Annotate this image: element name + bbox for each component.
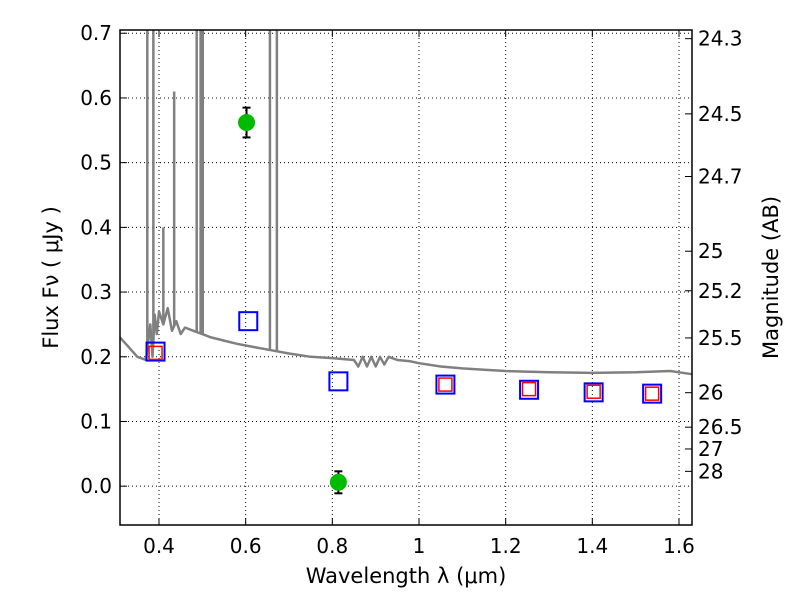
y-tick-label: 0.5 [80, 151, 112, 175]
y2-tick-label: 25.5 [698, 326, 743, 350]
x-tick-label: 0.8 [316, 534, 348, 558]
ticks-layer: 0.4 0.6 0.8 1 1.2 1.4 1.6 0.0 0.1 0.2 0.3 0.4 0.5 0.6… [80, 21, 742, 558]
x-tick-label: 1.6 [663, 534, 695, 558]
markers-layer [145, 106, 663, 495]
x-tick-label: 1.2 [490, 534, 522, 558]
y2-tick-label: 26 [698, 381, 723, 405]
y2-tick-label: 25 [698, 239, 723, 263]
red-square-marker [586, 384, 601, 399]
blue-square-marker [238, 311, 259, 332]
observed-point [238, 106, 256, 139]
y2-tick-label: 25.2 [698, 279, 743, 303]
blue-square-marker [145, 341, 166, 362]
y2-tick-label: 24.3 [698, 27, 743, 51]
observed-marker [238, 114, 256, 132]
blue-square-marker [435, 374, 456, 395]
x-tick-label: 1.4 [576, 534, 608, 558]
observed-point [329, 470, 347, 495]
red-square-marker [148, 345, 163, 361]
y2-axis-label: Magnitude (AB) [759, 196, 783, 359]
blue-square-marker [328, 371, 349, 392]
y-tick-label: 0.1 [80, 409, 112, 433]
y-tick-label: 0.0 [80, 474, 112, 498]
y-tick-label: 0.7 [80, 21, 112, 45]
y-tick-label: 0.3 [80, 280, 112, 304]
blue-square-marker [642, 383, 663, 404]
x-tick-label: 0.6 [230, 534, 262, 558]
plot-frame [119, 29, 693, 526]
observed-marker [329, 473, 347, 491]
y2-tick-label: 27 [698, 437, 723, 461]
x-axis-label: Wavelength λ (μm) [306, 564, 507, 588]
x-tick-label: 0.4 [143, 534, 175, 558]
spectrum-layer [119, 30, 693, 376]
red-square-marker [644, 386, 660, 401]
blue-square-marker [519, 379, 540, 400]
red-square-marker [521, 381, 537, 397]
y2-tick-label: 28 [698, 459, 723, 483]
y-tick-label: 0.6 [80, 86, 112, 110]
blue-square-marker [583, 382, 604, 403]
y-axis-label: Flux Fν ( μJy ) [39, 206, 63, 349]
y2-tick-label: 26.5 [698, 415, 743, 439]
spectrum-line [119, 306, 693, 376]
grid [120, 30, 692, 525]
y-tick-label: 0.2 [80, 345, 112, 369]
y2-tick-label: 24.7 [698, 164, 743, 188]
y-tick-label: 0.4 [80, 215, 112, 239]
y2-tick-label: 24.5 [698, 102, 743, 126]
x-tick-label: 1 [413, 534, 426, 558]
red-square-marker [438, 377, 453, 392]
